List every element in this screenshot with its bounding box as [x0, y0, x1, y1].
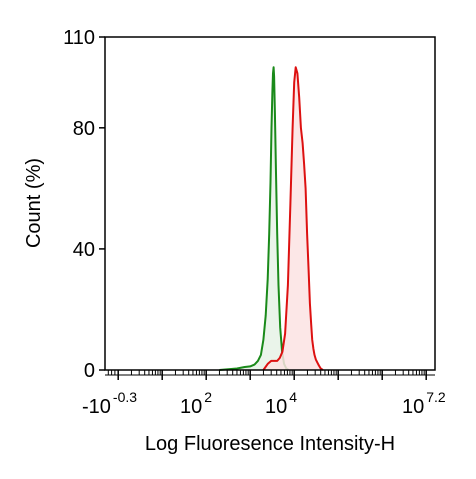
x-tick-label-exponent: -0.3 [113, 389, 137, 405]
series-layer [219, 66, 324, 371]
series-1-line [219, 66, 290, 371]
x-tick-label: 10 7.2 [402, 389, 446, 418]
x-tick-label-base: 10 [402, 396, 424, 418]
x-tick-label: 10 2 [180, 389, 212, 418]
y-tick-label: 0 [84, 360, 95, 382]
x-axis: -10 -0.3 10 2 10 4 10 7.2 [82, 370, 446, 418]
y-tick-label: 40 [73, 239, 95, 261]
series-2-area [263, 67, 323, 371]
x-tick-label-exponent: 2 [204, 389, 212, 405]
x-tick-label-exponent: 7.2 [426, 389, 446, 405]
series-2-line [262, 66, 324, 371]
x-tick-label-exponent: 4 [289, 389, 297, 405]
x-tick-label-base: 10 [265, 396, 287, 418]
x-tick-label-base: 10 [180, 396, 202, 418]
y-tick-label: 80 [73, 118, 95, 140]
x-axis-title: Log Fluoresence Intensity-H [145, 433, 395, 455]
x-tick-label: -10 -0.3 [82, 389, 137, 418]
plot-frame [104, 36, 436, 371]
y-tick-label: 110 [63, 27, 95, 49]
x-tick-label-base: -10 [82, 396, 111, 418]
y-axis-title: Count (%) [23, 158, 45, 248]
x-tick-label: 10 4 [265, 389, 297, 418]
y-axis: 0 40 80 110 [63, 27, 105, 382]
